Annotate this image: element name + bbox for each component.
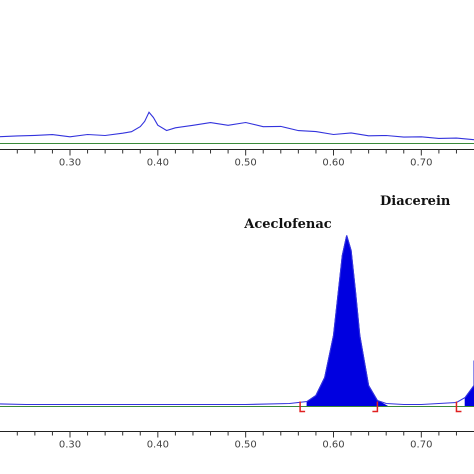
top-tick-label: 0.40 — [147, 158, 169, 169]
bottom-tick-label: 0.60 — [322, 440, 344, 451]
bottom-tick-label: 0.70 — [410, 440, 432, 451]
top-tick-label: 0.50 — [235, 158, 257, 169]
integration-bracket — [455, 401, 462, 413]
peak-label-aceclofenac: Aceclofenac — [243, 217, 332, 232]
integration-bracket — [299, 401, 379, 413]
top-chromatogram-panel: 0.30 0.40 0.50 0.60 0.70 — [0, 111, 474, 169]
bottom-series-line — [0, 235, 474, 406]
top-tick-label: 0.30 — [59, 158, 81, 169]
bottom-tick-label: 0.30 — [59, 440, 81, 451]
peak-label-diacerein: Diacerein — [380, 194, 451, 209]
bottom-tick-label: 0.40 — [147, 440, 169, 451]
top-series-line — [0, 111, 474, 141]
top-axis-ticks: 0.30 0.40 0.50 0.60 0.70 — [16, 149, 457, 169]
top-tick-label: 0.60 — [322, 158, 344, 169]
integration-markers — [299, 401, 462, 413]
top-tick-label: 0.70 — [410, 158, 432, 169]
bottom-series-area — [306, 235, 474, 406]
bottom-axis-ticks: 0.30 0.40 0.50 0.60 0.70 — [16, 431, 457, 451]
bottom-tick-label: 0.50 — [235, 440, 257, 451]
bottom-chromatogram-panel: Aceclofenac Diacerein 0.30 0.40 0.50 0.60 0.… — [0, 194, 474, 451]
